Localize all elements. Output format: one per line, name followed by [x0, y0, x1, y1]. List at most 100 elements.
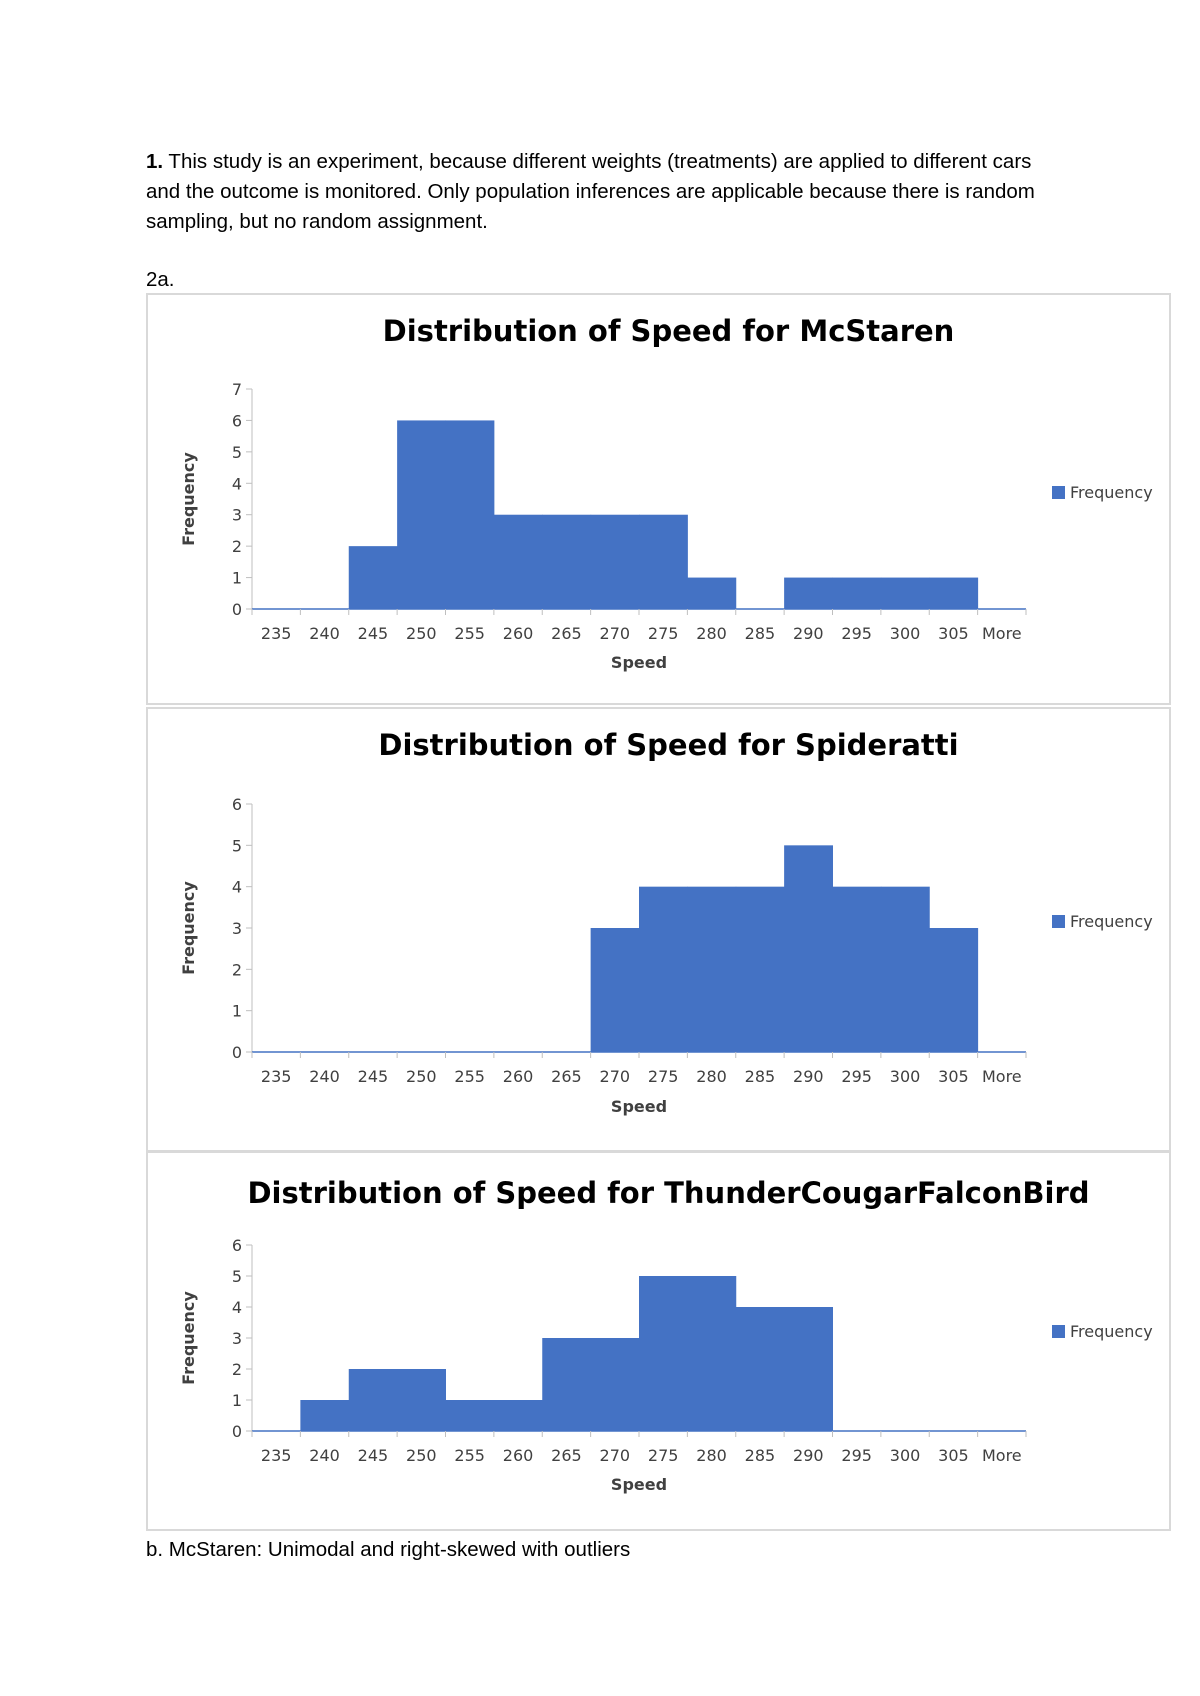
- x-tick-label: 265: [551, 1067, 582, 1086]
- x-tick-label: 245: [358, 1067, 389, 1086]
- answer-2b: b. McStaren: Unimodal and right-skewed w…: [146, 1538, 631, 1561]
- y-tick-label: 3: [232, 506, 242, 525]
- x-tick-label: 300: [890, 624, 921, 643]
- legend-swatch: [1052, 1325, 1065, 1338]
- bar-245: [348, 546, 398, 609]
- chart-mcstaren-svg: Distribution of Speed for McStaren 0 1 2 3 4 5…: [179, 314, 1153, 672]
- x-tick-label: 270: [600, 624, 631, 643]
- answer-2a-label: 2a.: [146, 268, 175, 291]
- y-tick-label: 6: [232, 1236, 242, 1255]
- bar-270: [590, 928, 640, 1052]
- x-tick-label: 275: [648, 624, 679, 643]
- x-tick-label: 240: [309, 624, 340, 643]
- y-axis-label: Frequency: [179, 881, 198, 975]
- x-tick-label: 290: [793, 1446, 824, 1465]
- bar-285: [735, 1307, 785, 1431]
- bar-265: [542, 514, 592, 609]
- x-tick-label: 235: [261, 624, 292, 643]
- x-tick-label: 250: [406, 1446, 437, 1465]
- x-tick-label: 260: [503, 1446, 534, 1465]
- bar-250: [397, 1369, 446, 1431]
- chart-thundercougarfalconbird: Distribution of Speed for ThunderCougarF…: [146, 1151, 1171, 1531]
- x-tick-label: 265: [551, 1446, 582, 1465]
- bar-295: [832, 577, 882, 609]
- x-tick-label: 235: [261, 1067, 292, 1086]
- x-tick-label: 270: [600, 1446, 631, 1465]
- bar-270: [590, 1338, 640, 1431]
- y-tick-label: 5: [232, 443, 242, 462]
- bar-250: [397, 420, 446, 609]
- x-tick-label: 280: [696, 1067, 727, 1086]
- legend-label: Frequency: [1070, 1322, 1153, 1341]
- bar-275: [639, 886, 688, 1052]
- x-tick-label: 240: [309, 1067, 340, 1086]
- x-tick-label: 275: [648, 1446, 679, 1465]
- bar-280: [687, 577, 737, 609]
- y-tick-label: 2: [232, 1360, 242, 1379]
- x-tick-label: 255: [454, 1067, 485, 1086]
- bar-240: [300, 1400, 350, 1431]
- x-tick-label: 300: [890, 1446, 921, 1465]
- bar-275: [639, 514, 688, 609]
- bar-280: [687, 886, 737, 1052]
- bar-255: [445, 1400, 495, 1431]
- bar-305: [929, 577, 979, 609]
- y-tick-label: 0: [232, 1043, 242, 1062]
- bar-290: [784, 845, 833, 1052]
- x-tick-label: 245: [358, 624, 389, 643]
- bar-270: [590, 514, 640, 609]
- bar-265: [542, 1338, 592, 1431]
- x-tick-label: 250: [406, 1067, 437, 1086]
- x-tick-label: 260: [503, 1067, 534, 1086]
- x-tick-label: More: [982, 1067, 1022, 1086]
- bar-280: [687, 1276, 737, 1431]
- bar-245: [348, 1369, 398, 1431]
- x-tick-label: 285: [745, 624, 776, 643]
- y-tick-label: 0: [232, 600, 242, 619]
- x-tick-label: 250: [406, 624, 437, 643]
- x-tick-label: 265: [551, 624, 582, 643]
- bar-305: [929, 928, 979, 1052]
- answer-1: 1. This study is an experiment, because …: [146, 147, 1066, 237]
- chart-thundercougarfalconbird-svg: Distribution of Speed for ThunderCougarF…: [179, 1176, 1153, 1494]
- x-tick-label: 240: [309, 1446, 340, 1465]
- y-tick-label: 5: [232, 1267, 242, 1286]
- chart-mcstaren: Distribution of Speed for McStaren 0 1 2 3 4 5…: [146, 293, 1171, 705]
- x-axis-label: Speed: [611, 1475, 667, 1494]
- y-tick-label: 1: [232, 569, 242, 588]
- chart-title: Distribution of Speed for McStaren: [383, 314, 955, 348]
- x-tick-label: 260: [503, 624, 534, 643]
- y-axis-label: Frequency: [179, 452, 198, 546]
- bar-255: [445, 420, 495, 609]
- y-tick-label: 2: [232, 537, 242, 556]
- y-tick-label: 6: [232, 795, 242, 814]
- x-tick-label: More: [982, 624, 1022, 643]
- x-tick-label: 270: [600, 1067, 631, 1086]
- bar-290: [784, 577, 833, 609]
- x-tick-label: 290: [793, 1067, 824, 1086]
- bar-295: [832, 886, 882, 1052]
- chart-spideratti: Distribution of Speed for Spideratti 0 1 2 3…: [146, 707, 1171, 1152]
- answer-1-number: 1.: [146, 150, 164, 173]
- x-tick-label: 275: [648, 1067, 679, 1086]
- y-axis-label: Frequency: [179, 1291, 198, 1385]
- x-tick-label: 285: [745, 1446, 776, 1465]
- y-tick-label: 3: [232, 919, 242, 938]
- y-tick-label: 4: [232, 1298, 242, 1317]
- x-tick-label: 295: [841, 624, 872, 643]
- x-tick-label: 235: [261, 1446, 292, 1465]
- x-tick-label: 305: [938, 1446, 969, 1465]
- y-tick-label: 3: [232, 1329, 242, 1348]
- bar-260: [493, 1400, 543, 1431]
- y-tick-label: 2: [232, 960, 242, 979]
- legend-label: Frequency: [1070, 912, 1153, 931]
- x-tick-label: 280: [696, 624, 727, 643]
- x-axis-label: Speed: [611, 653, 667, 672]
- chart-spideratti-svg: Distribution of Speed for Spideratti0123…: [179, 728, 1153, 1116]
- x-tick-label: More: [982, 1446, 1022, 1465]
- x-tick-label: 295: [841, 1446, 872, 1465]
- x-axis-label: Speed: [611, 1097, 667, 1116]
- y-tick-label: 6: [232, 411, 242, 430]
- y-tick-label: 4: [232, 474, 242, 493]
- bar-300: [880, 886, 930, 1052]
